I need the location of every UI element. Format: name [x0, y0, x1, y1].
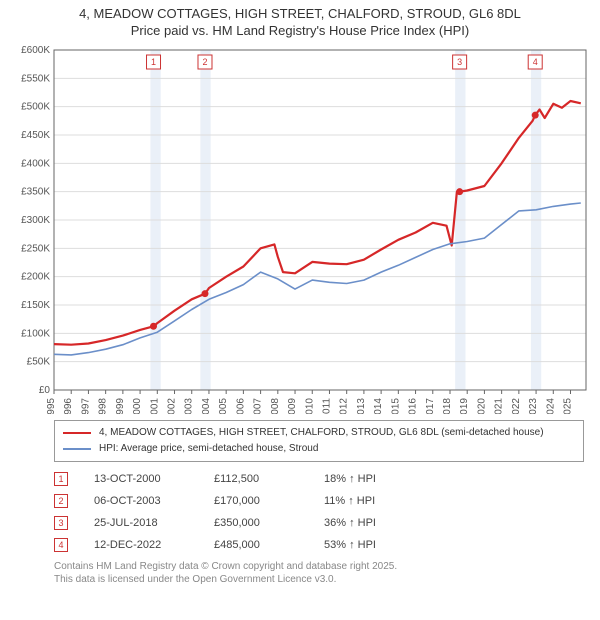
legend-label: HPI: Average price, semi-detached house,… — [99, 443, 318, 454]
svg-text:2006: 2006 — [235, 397, 246, 413]
svg-text:£250K: £250K — [21, 243, 50, 254]
svg-text:4: 4 — [533, 57, 538, 67]
event-price: £350,000 — [214, 517, 324, 529]
svg-text:2014: 2014 — [373, 397, 384, 413]
svg-text:2008: 2008 — [270, 397, 281, 413]
chart-svg: £0 £50K £100K £150K £200K £250K £300K £350K £400… — [10, 44, 590, 414]
svg-text:1: 1 — [151, 57, 156, 67]
event-date: 13-OCT-2000 — [94, 473, 214, 485]
svg-text:2010: 2010 — [304, 397, 315, 413]
event-hpi: 18% ↑ HPI — [324, 473, 376, 485]
event-row: 2 06-OCT-2003£170,00011% ↑ HPI — [54, 490, 584, 512]
svg-text:2016: 2016 — [408, 397, 419, 413]
svg-text:1999: 1999 — [115, 397, 126, 413]
svg-text:2023: 2023 — [528, 397, 539, 413]
event-hpi: 53% ↑ HPI — [324, 539, 376, 551]
event-price: £485,000 — [214, 539, 324, 551]
chart-title: 4, MEADOW COTTAGES, HIGH STREET, CHALFOR… — [10, 6, 590, 40]
svg-text:2013: 2013 — [356, 397, 367, 413]
footer-line-2: This data is licensed under the Open Gov… — [54, 573, 584, 586]
svg-text:2005: 2005 — [218, 397, 229, 413]
svg-text:£400K: £400K — [21, 158, 50, 169]
svg-text:2012: 2012 — [339, 397, 350, 413]
svg-text:2003: 2003 — [184, 397, 195, 413]
event-price: £170,000 — [214, 495, 324, 507]
legend-item: 4, MEADOW COTTAGES, HIGH STREET, CHALFOR… — [63, 425, 575, 441]
chart-container: 4, MEADOW COTTAGES, HIGH STREET, CHALFOR… — [0, 0, 600, 590]
svg-text:£500K: £500K — [21, 101, 50, 112]
svg-text:£50K: £50K — [27, 356, 51, 367]
svg-text:1997: 1997 — [80, 397, 91, 413]
events-table: 1 13-OCT-2000£112,50018% ↑ HPI 2 06-OCT-200… — [54, 468, 584, 556]
event-marker: 3 — [54, 516, 68, 530]
svg-text:2007: 2007 — [253, 397, 264, 413]
svg-text:£450K: £450K — [21, 130, 50, 141]
svg-text:2020: 2020 — [476, 397, 487, 413]
event-date: 12-DEC-2022 — [94, 539, 214, 551]
svg-text:2002: 2002 — [167, 397, 178, 413]
event-row: 4 12-DEC-2022£485,00053% ↑ HPI — [54, 534, 584, 556]
svg-text:2000: 2000 — [132, 397, 143, 413]
footer-attribution: Contains HM Land Registry data © Crown c… — [54, 560, 584, 586]
svg-text:£600K: £600K — [21, 45, 50, 56]
title-line-2: Price paid vs. HM Land Registry's House … — [10, 23, 590, 40]
svg-text:£350K: £350K — [21, 186, 50, 197]
event-marker: 1 — [54, 472, 68, 486]
svg-text:1996: 1996 — [63, 397, 74, 413]
svg-text:2022: 2022 — [511, 397, 522, 413]
svg-text:3: 3 — [457, 57, 462, 67]
legend-swatch — [63, 432, 91, 434]
svg-text:1998: 1998 — [98, 397, 109, 413]
event-marker: 4 — [54, 538, 68, 552]
event-row: 1 13-OCT-2000£112,50018% ↑ HPI — [54, 468, 584, 490]
svg-text:2011: 2011 — [321, 397, 332, 413]
event-date: 06-OCT-2003 — [94, 495, 214, 507]
svg-text:2025: 2025 — [563, 397, 574, 413]
legend-swatch — [63, 448, 91, 450]
svg-text:2: 2 — [202, 57, 207, 67]
svg-text:£100K: £100K — [21, 328, 50, 339]
chart-plot: £0 £50K £100K £150K £200K £250K £300K £350K £400… — [10, 44, 590, 414]
svg-text:2015: 2015 — [390, 397, 401, 413]
svg-text:2024: 2024 — [545, 397, 556, 413]
title-line-1: 4, MEADOW COTTAGES, HIGH STREET, CHALFOR… — [10, 6, 590, 23]
event-date: 25-JUL-2018 — [94, 517, 214, 529]
svg-text:2001: 2001 — [149, 397, 160, 413]
svg-text:2021: 2021 — [494, 397, 505, 413]
legend-item: HPI: Average price, semi-detached house,… — [63, 441, 575, 457]
event-hpi: 36% ↑ HPI — [324, 517, 376, 529]
event-hpi: 11% ↑ HPI — [324, 495, 375, 507]
svg-text:2018: 2018 — [442, 397, 453, 413]
event-price: £112,500 — [214, 473, 324, 485]
svg-text:£550K: £550K — [21, 73, 50, 84]
svg-text:2004: 2004 — [201, 397, 212, 413]
footer-line-1: Contains HM Land Registry data © Crown c… — [54, 560, 584, 573]
legend: 4, MEADOW COTTAGES, HIGH STREET, CHALFOR… — [54, 420, 584, 462]
svg-text:£200K: £200K — [21, 271, 50, 282]
legend-label: 4, MEADOW COTTAGES, HIGH STREET, CHALFOR… — [99, 427, 544, 438]
svg-text:2017: 2017 — [425, 397, 436, 413]
svg-text:£300K: £300K — [21, 215, 50, 226]
event-marker: 2 — [54, 494, 68, 508]
svg-text:2009: 2009 — [287, 397, 298, 413]
event-row: 3 25-JUL-2018£350,00036% ↑ HPI — [54, 512, 584, 534]
svg-text:£150K: £150K — [21, 300, 50, 311]
svg-text:1995: 1995 — [46, 397, 57, 413]
svg-text:£0: £0 — [39, 385, 51, 396]
svg-text:2019: 2019 — [459, 397, 470, 413]
